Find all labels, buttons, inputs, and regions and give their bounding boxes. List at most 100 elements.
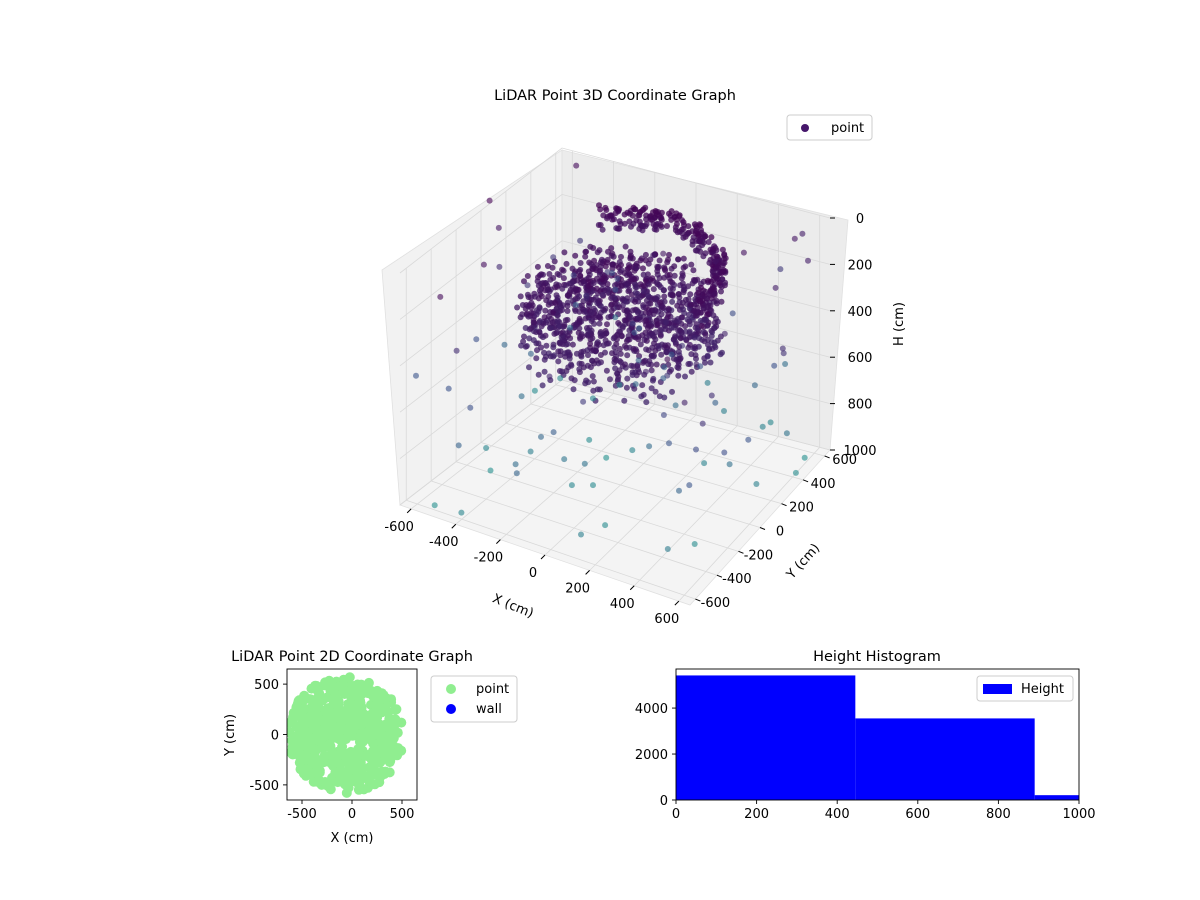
point-3d — [708, 234, 715, 241]
point-3d — [553, 305, 560, 312]
grid-line — [455, 461, 739, 552]
point-3d — [640, 391, 647, 398]
point-3d — [702, 359, 708, 366]
point-3d — [437, 293, 444, 300]
point-3d — [656, 315, 663, 322]
point-2d — [334, 734, 345, 745]
point-3d — [664, 259, 671, 266]
point-3d — [751, 382, 758, 389]
point-3d — [636, 316, 643, 323]
point-2d — [376, 766, 387, 777]
point-3d — [580, 398, 587, 405]
point-3d — [664, 546, 671, 552]
point-3d — [552, 300, 559, 307]
point-2d — [322, 740, 333, 751]
point-3d — [599, 226, 606, 233]
point-3d — [636, 369, 642, 376]
point-3d — [585, 327, 592, 334]
z-tick-label-3d: 200 — [848, 258, 873, 273]
point-3d — [691, 334, 698, 341]
point-3d — [632, 381, 639, 388]
point-3d — [455, 442, 462, 449]
point-3d — [649, 275, 656, 282]
point-3d — [453, 347, 460, 354]
point-3d — [534, 278, 541, 285]
point-2d — [345, 698, 356, 709]
point-3d — [597, 309, 604, 316]
point-2d — [356, 719, 367, 730]
point-3d — [652, 388, 659, 395]
point-3d — [669, 298, 676, 305]
point-3d — [686, 321, 693, 328]
point-3d — [607, 376, 613, 383]
point-3d — [645, 292, 651, 299]
point-2d — [312, 776, 323, 787]
x-tick-label-hist: 200 — [744, 807, 769, 822]
point-3d — [526, 335, 533, 342]
point-3d — [649, 332, 656, 339]
point-3d — [668, 325, 675, 331]
point-3d — [578, 531, 584, 538]
point-2d — [353, 748, 364, 759]
y-tick-label-3d: -400 — [722, 572, 752, 587]
point-3d — [587, 340, 594, 347]
point-3d — [661, 298, 668, 305]
y-tick-label-2d: 0 — [271, 729, 279, 744]
y-tick-label-3d: 0 — [776, 525, 784, 540]
point-3d — [544, 287, 551, 294]
point-3d — [646, 309, 653, 316]
point-3d — [618, 253, 624, 260]
point-3d — [623, 384, 630, 391]
point-3d — [557, 375, 564, 382]
legend-3d-marker — [801, 124, 809, 132]
z-tick-label-3d: 0 — [856, 212, 864, 227]
point-2d — [298, 704, 309, 714]
point-3d — [612, 300, 618, 307]
point-2d — [367, 708, 378, 719]
point-3d — [718, 298, 725, 305]
x-tick-3d — [406, 508, 412, 514]
point-3d — [642, 204, 649, 211]
grid-line — [399, 240, 831, 367]
point-3d — [587, 364, 594, 371]
point-3d — [518, 393, 525, 400]
point-3d — [668, 208, 675, 215]
point-3d — [717, 351, 724, 358]
chart-2d-title: LiDAR Point 2D Coordinate Graph — [231, 649, 473, 665]
point-3d — [588, 261, 595, 267]
point-3d — [590, 378, 597, 385]
point-2d — [293, 730, 304, 741]
x-tick-label-hist: 400 — [825, 807, 850, 822]
point-3d — [547, 325, 554, 332]
legend-2d-point-label: point — [476, 682, 509, 697]
point-3d — [602, 522, 609, 529]
x-tick-3d — [585, 570, 590, 575]
point-3d — [595, 300, 602, 306]
point-3d — [629, 372, 636, 378]
legend-2d-point-marker — [446, 684, 456, 694]
point-3d — [559, 307, 566, 313]
point-3d — [625, 265, 632, 272]
point-3d — [697, 248, 704, 255]
point-3d — [707, 359, 714, 366]
grid-line — [399, 147, 831, 274]
histogram-bar — [1034, 795, 1079, 800]
point-3d — [584, 347, 591, 354]
point-3d — [686, 341, 693, 348]
point-3d — [554, 312, 561, 319]
grid-line — [555, 384, 825, 457]
point-2d — [336, 681, 347, 691]
x-tick-label-2d: 500 — [390, 807, 415, 822]
point-3d — [524, 291, 531, 298]
point-3d — [525, 303, 532, 310]
point-3d — [698, 280, 704, 287]
point-3d — [673, 221, 680, 227]
point-3d — [643, 321, 649, 328]
point-3d — [531, 319, 538, 326]
point-3d — [566, 289, 573, 296]
point-3d — [445, 385, 452, 392]
point-3d — [526, 364, 532, 371]
point-3d — [566, 355, 573, 362]
point-3d — [602, 305, 609, 312]
point-2d — [354, 779, 364, 790]
